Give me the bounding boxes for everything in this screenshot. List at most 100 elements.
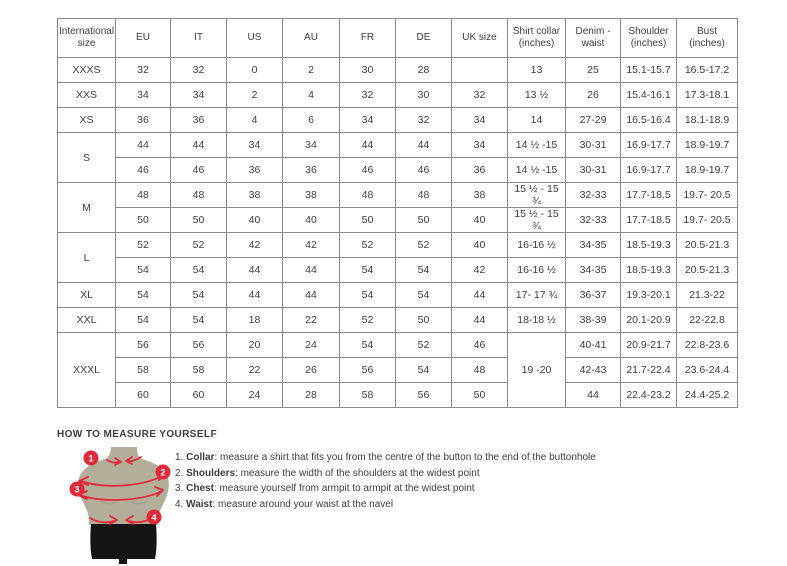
- table-cell: 56: [395, 382, 452, 408]
- table-cell: 52: [339, 307, 396, 333]
- column-header: US: [226, 18, 283, 58]
- table-cell: 48: [451, 357, 508, 383]
- table-cell: 16-16 ½: [507, 232, 566, 258]
- collar-measure-line2: [128, 456, 142, 463]
- table-cell: 16.9-17.7: [620, 132, 677, 158]
- step-number: 2.: [175, 467, 187, 479]
- table-cell: 52: [170, 232, 227, 258]
- svg-text:4: 4: [151, 513, 156, 523]
- table-cell: 48: [395, 182, 452, 208]
- column-header: EU: [115, 18, 171, 58]
- table-cell: 28: [282, 382, 340, 408]
- table-cell: 32-33: [565, 182, 621, 208]
- step-text: : measure yourself from armpit to armpit…: [213, 483, 475, 494]
- table-cell: 38: [451, 182, 508, 208]
- table-cell: 44: [451, 307, 508, 333]
- table-cell: 54: [395, 282, 452, 308]
- table-cell: 34: [451, 107, 508, 133]
- table-cell: 36: [451, 157, 508, 183]
- svg-text:3: 3: [74, 485, 79, 495]
- column-header: UK size: [451, 18, 508, 58]
- chest-contour-right: [130, 500, 148, 505]
- svg-text:2: 2: [160, 468, 165, 478]
- table-cell: 27-29: [565, 107, 621, 133]
- table-cell: 36: [170, 107, 227, 133]
- table-cell: 34-35: [565, 232, 621, 258]
- table-cell: 21.7-22.4: [620, 357, 677, 383]
- table-cell: 44: [395, 132, 452, 158]
- table-row: S 44 44 34 34 44 44 34 14 ½ -15 30-31 16.9-17.7 18.…: [57, 132, 738, 183]
- table-cell: 44: [282, 257, 340, 283]
- size-label-cell: XXXL: [57, 332, 116, 408]
- table-cell: 42-43: [565, 357, 621, 383]
- table-header-row: International size EU IT US AU FR DE UK size Shi…: [57, 18, 738, 58]
- table-cell: 32: [115, 57, 171, 83]
- measure-step: 4. Waist: measure around your waist at t…: [175, 497, 596, 513]
- table-cell: 50: [451, 382, 508, 408]
- table-cell: 22: [226, 357, 283, 383]
- table-cell: 52: [395, 332, 452, 358]
- table-cell: 4: [282, 82, 340, 108]
- column-header: Shirt collar (inches): [507, 18, 566, 58]
- column-header: Shoulder (inches): [620, 18, 677, 58]
- table-cell: 15.1-15.7: [620, 57, 677, 83]
- table-cell: 14 ½ -15: [507, 132, 566, 158]
- table-row: XXXL 56 56 20 24 54 52 46 19 -20 40-41 20.9-21.7 22…: [57, 332, 738, 408]
- table-cell: 16.5-17.2: [676, 57, 738, 83]
- chest-measure-line: [79, 490, 163, 501]
- step-text: : measure a shirt that fits you from the…: [214, 452, 596, 463]
- measure-step: 2. Shoulders: measure the width of the s…: [175, 466, 596, 482]
- table-row: XXXS 32 32 0 2 30 28 13 25 15.1-15.7 16.5-17.2: [57, 57, 738, 83]
- table-cell: 54: [339, 257, 396, 283]
- table-row: XXL 54 54 18 22 52 50 44 18-18 ½ 38-39 20.1-20.9 22…: [57, 307, 738, 333]
- measure-step: 3. Chest: measure yourself from armpit t…: [175, 481, 596, 497]
- waist-arrow-left: [125, 515, 134, 525]
- table-cell: 54: [170, 257, 227, 283]
- table-cell: 44: [565, 382, 621, 408]
- size-label-cell: XXS: [57, 82, 116, 108]
- table-cell: 44: [115, 132, 171, 158]
- table-cell: 19.7- 20.5: [676, 207, 738, 233]
- table-cell: 40: [451, 207, 508, 233]
- step-3-badge: 3: [69, 481, 85, 497]
- table-cell: 46: [339, 157, 396, 183]
- table-cell: 44: [282, 282, 340, 308]
- table-cell: 17- 17 ¾: [507, 282, 566, 308]
- size-chart-table: International size EU IT US AU FR DE UK size Shi…: [57, 18, 738, 408]
- table-body: XXXS 32 32 0 2 30 28 13 25 15.1-15.7 16.5-17.2 XXS 3…: [57, 57, 738, 408]
- table-cell: 20.9-21.7: [620, 332, 677, 358]
- table-row: XL 54 54 44 44 54 54 44 17- 17 ¾ 36-37 19.3-20.1 21…: [57, 282, 738, 308]
- table-cell: 21.3-22: [676, 282, 738, 308]
- table-cell: 13: [507, 57, 566, 83]
- step-number: 4.: [175, 498, 187, 510]
- table-cell: 36: [226, 157, 283, 183]
- table-cell: 19.3-20.1: [620, 282, 677, 308]
- table-cell: 18.5-19.3: [620, 257, 677, 283]
- table-cell: 44: [226, 282, 283, 308]
- table-row: 46 46 36 36 46 46 36 14 ½ -15 30-31 16.9-17.7 18.9…: [58, 157, 738, 183]
- column-header: Denim - waist: [565, 18, 621, 58]
- column-header: FR: [339, 18, 396, 58]
- table-cell: 52: [395, 232, 452, 258]
- table-cell: 42: [451, 257, 508, 283]
- table-cell: 16.9-17.7: [620, 157, 677, 183]
- table-cell: 13 ½: [507, 82, 566, 108]
- table-cell: 30: [395, 82, 452, 108]
- table-cell: 32: [339, 82, 396, 108]
- table-cell: 30-31: [565, 157, 621, 183]
- measure-steps: 1. Collar: measure a shirt that fits you…: [175, 450, 596, 512]
- table-cell: 22.8-23.6: [676, 332, 738, 358]
- table-cell: 50: [395, 307, 452, 333]
- table-cell: 34-35: [565, 257, 621, 283]
- table-cell: 42: [282, 232, 340, 258]
- table-cell: 40: [226, 207, 283, 233]
- table-cell: 58: [170, 357, 227, 383]
- table-cell: 50: [170, 207, 227, 233]
- table-cell: 32: [395, 107, 452, 133]
- table-cell: 54: [339, 332, 396, 358]
- table-cell: 22.4-23.2: [620, 382, 677, 408]
- table-cell: 18.1-18.9: [676, 107, 738, 133]
- table-cell: 23.6-24.4: [676, 357, 738, 383]
- table-cell: 54: [115, 307, 171, 333]
